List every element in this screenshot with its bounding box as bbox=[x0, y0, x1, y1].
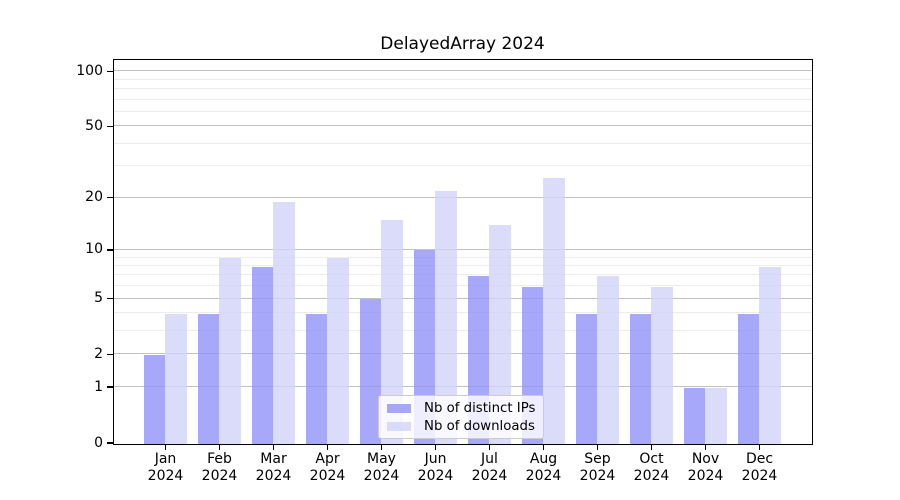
y-tick-mark bbox=[107, 297, 113, 300]
x-tick-label-jul: Jul 2024 bbox=[471, 451, 508, 484]
x-tick-label-nov: Nov 2024 bbox=[687, 451, 724, 484]
minor-gridline bbox=[113, 165, 812, 167]
bar-downloads-sep bbox=[597, 276, 619, 444]
legend-label: Nb of distinct IPs bbox=[424, 400, 536, 416]
bar-ips-dec bbox=[737, 313, 759, 444]
bar-downloads-mar bbox=[273, 202, 295, 444]
x-tick-mark bbox=[488, 444, 491, 450]
bar-downloads-jan bbox=[165, 313, 187, 444]
legend-item: Nb of downloads bbox=[387, 417, 535, 435]
x-tick-label-oct: Oct 2024 bbox=[633, 451, 670, 484]
legend: Nb of distinct IPs Nb of downloads bbox=[378, 395, 544, 439]
x-tick-label-may: May 2024 bbox=[363, 451, 400, 484]
y-tick-mark bbox=[107, 125, 113, 127]
y-tick-label: 2 bbox=[94, 345, 103, 362]
major-gridline bbox=[113, 125, 812, 127]
y-tick-mark bbox=[107, 70, 113, 72]
major-gridline bbox=[113, 297, 812, 299]
y-tick-label: 100 bbox=[76, 62, 103, 79]
minor-gridline bbox=[113, 264, 812, 266]
y-tick-label: 5 bbox=[94, 290, 103, 307]
bar-ips-jan bbox=[143, 355, 165, 444]
minor-gridline bbox=[113, 285, 812, 287]
major-gridline bbox=[113, 196, 812, 198]
minor-gridline bbox=[113, 87, 812, 89]
bar-downloads-may bbox=[381, 220, 403, 444]
y-tick-mark bbox=[107, 442, 113, 444]
x-tick-mark bbox=[164, 444, 167, 450]
minor-gridline bbox=[113, 330, 812, 332]
bar-downloads-aug bbox=[543, 178, 565, 444]
bar-ips-oct bbox=[629, 313, 651, 444]
plot-area bbox=[112, 58, 813, 445]
x-tick-mark bbox=[434, 444, 437, 450]
minor-gridline bbox=[113, 78, 812, 80]
minor-gridline bbox=[113, 274, 812, 276]
x-tick-mark bbox=[380, 444, 383, 450]
x-tick-label-jun: Jun 2024 bbox=[417, 451, 454, 484]
bar-downloads-feb bbox=[219, 258, 241, 444]
x-tick-label-dec: Dec 2024 bbox=[741, 451, 778, 484]
x-tick-label-apr: Apr 2024 bbox=[309, 451, 346, 484]
major-gridline bbox=[113, 248, 812, 250]
x-tick-mark bbox=[704, 444, 707, 450]
y-tick-mark bbox=[107, 353, 113, 356]
y-tick-label: 50 bbox=[85, 117, 103, 134]
bar-downloads-dec bbox=[759, 266, 781, 444]
x-tick-label-sep: Sep 2024 bbox=[579, 451, 616, 484]
x-tick-mark bbox=[542, 444, 545, 450]
x-tick-label-feb: Feb 2024 bbox=[201, 451, 238, 484]
bar-ips-mar bbox=[251, 266, 273, 444]
x-tick-label-mar: Mar 2024 bbox=[255, 451, 292, 484]
bar-downloads-oct bbox=[651, 286, 673, 444]
y-tick-label: 10 bbox=[85, 241, 103, 258]
legend-item: Nb of distinct IPs bbox=[387, 399, 535, 417]
y-tick-label: 0 bbox=[94, 434, 103, 451]
x-tick-label-aug: Aug 2024 bbox=[525, 451, 562, 484]
minor-gridline bbox=[113, 98, 812, 100]
bar-downloads-jul bbox=[489, 225, 511, 444]
y-tick-mark bbox=[107, 386, 113, 388]
y-tick-mark bbox=[107, 197, 113, 199]
x-tick-mark bbox=[650, 444, 653, 450]
y-tick-mark bbox=[107, 249, 113, 251]
bar-ips-feb bbox=[197, 313, 219, 444]
minor-gridline bbox=[113, 256, 812, 258]
bar-downloads-apr bbox=[327, 258, 349, 444]
x-tick-mark bbox=[218, 444, 221, 450]
bar-downloads-nov bbox=[705, 387, 727, 444]
x-tick-label-jan: Jan 2024 bbox=[147, 451, 184, 484]
x-tick-mark bbox=[272, 444, 275, 450]
chart-title: DelayedArray 2024 bbox=[380, 34, 545, 54]
minor-gridline bbox=[113, 312, 812, 314]
major-gridline bbox=[113, 353, 812, 355]
y-tick-label: 20 bbox=[85, 189, 103, 206]
bar-downloads-jun bbox=[435, 190, 457, 444]
bar-ips-apr bbox=[305, 313, 327, 444]
x-tick-mark bbox=[326, 444, 329, 450]
x-tick-mark bbox=[758, 444, 761, 450]
bar-ips-nov bbox=[683, 387, 705, 444]
x-tick-mark bbox=[596, 444, 599, 450]
minor-gridline bbox=[113, 142, 812, 144]
major-gridline bbox=[113, 70, 812, 72]
bar-ips-may bbox=[359, 299, 381, 444]
legend-swatch-ips bbox=[387, 403, 411, 413]
minor-gridline bbox=[113, 110, 812, 112]
bar-ips-sep bbox=[575, 313, 597, 444]
legend-label: Nb of downloads bbox=[424, 418, 535, 434]
legend-swatch-downloads bbox=[387, 421, 411, 431]
y-tick-label: 1 bbox=[94, 378, 103, 395]
major-gridline bbox=[113, 386, 812, 388]
